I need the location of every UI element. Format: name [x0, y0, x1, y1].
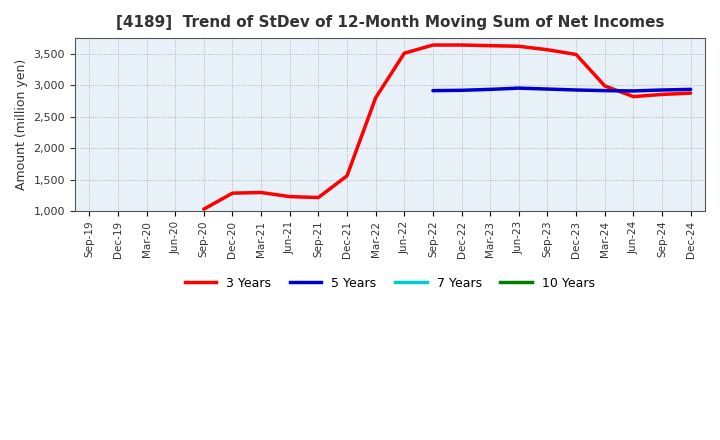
- 3 Years: [428, 42, 437, 48]
- 3 Years: [629, 94, 638, 99]
- Y-axis label: Amount (million yen): Amount (million yen): [15, 59, 28, 190]
- 3 Years: [372, 95, 380, 100]
- 3 Years: [400, 51, 408, 56]
- 3 Years: [199, 206, 208, 212]
- Line: 3 Years: 3 Years: [204, 45, 690, 209]
- 3 Years: [228, 191, 237, 196]
- Legend: 3 Years, 5 Years, 7 Years, 10 Years: 3 Years, 5 Years, 7 Years, 10 Years: [180, 272, 600, 295]
- 3 Years: [457, 42, 466, 48]
- 3 Years: [515, 44, 523, 49]
- 3 Years: [314, 195, 323, 200]
- 3 Years: [600, 83, 609, 88]
- 5 Years: [515, 85, 523, 91]
- Title: [4189]  Trend of StDev of 12-Month Moving Sum of Net Incomes: [4189] Trend of StDev of 12-Month Moving…: [116, 15, 665, 30]
- 5 Years: [428, 88, 437, 93]
- 3 Years: [657, 92, 666, 97]
- 3 Years: [285, 194, 294, 199]
- Line: 5 Years: 5 Years: [433, 88, 690, 91]
- 5 Years: [600, 88, 609, 93]
- 3 Years: [686, 91, 695, 96]
- 5 Years: [457, 88, 466, 93]
- 3 Years: [543, 47, 552, 52]
- 5 Years: [486, 87, 495, 92]
- 5 Years: [572, 88, 580, 93]
- 3 Years: [486, 43, 495, 48]
- 5 Years: [686, 87, 695, 92]
- 5 Years: [543, 86, 552, 92]
- 3 Years: [257, 190, 266, 195]
- 5 Years: [657, 88, 666, 93]
- 3 Years: [572, 52, 580, 57]
- 3 Years: [343, 173, 351, 179]
- 5 Years: [629, 88, 638, 94]
